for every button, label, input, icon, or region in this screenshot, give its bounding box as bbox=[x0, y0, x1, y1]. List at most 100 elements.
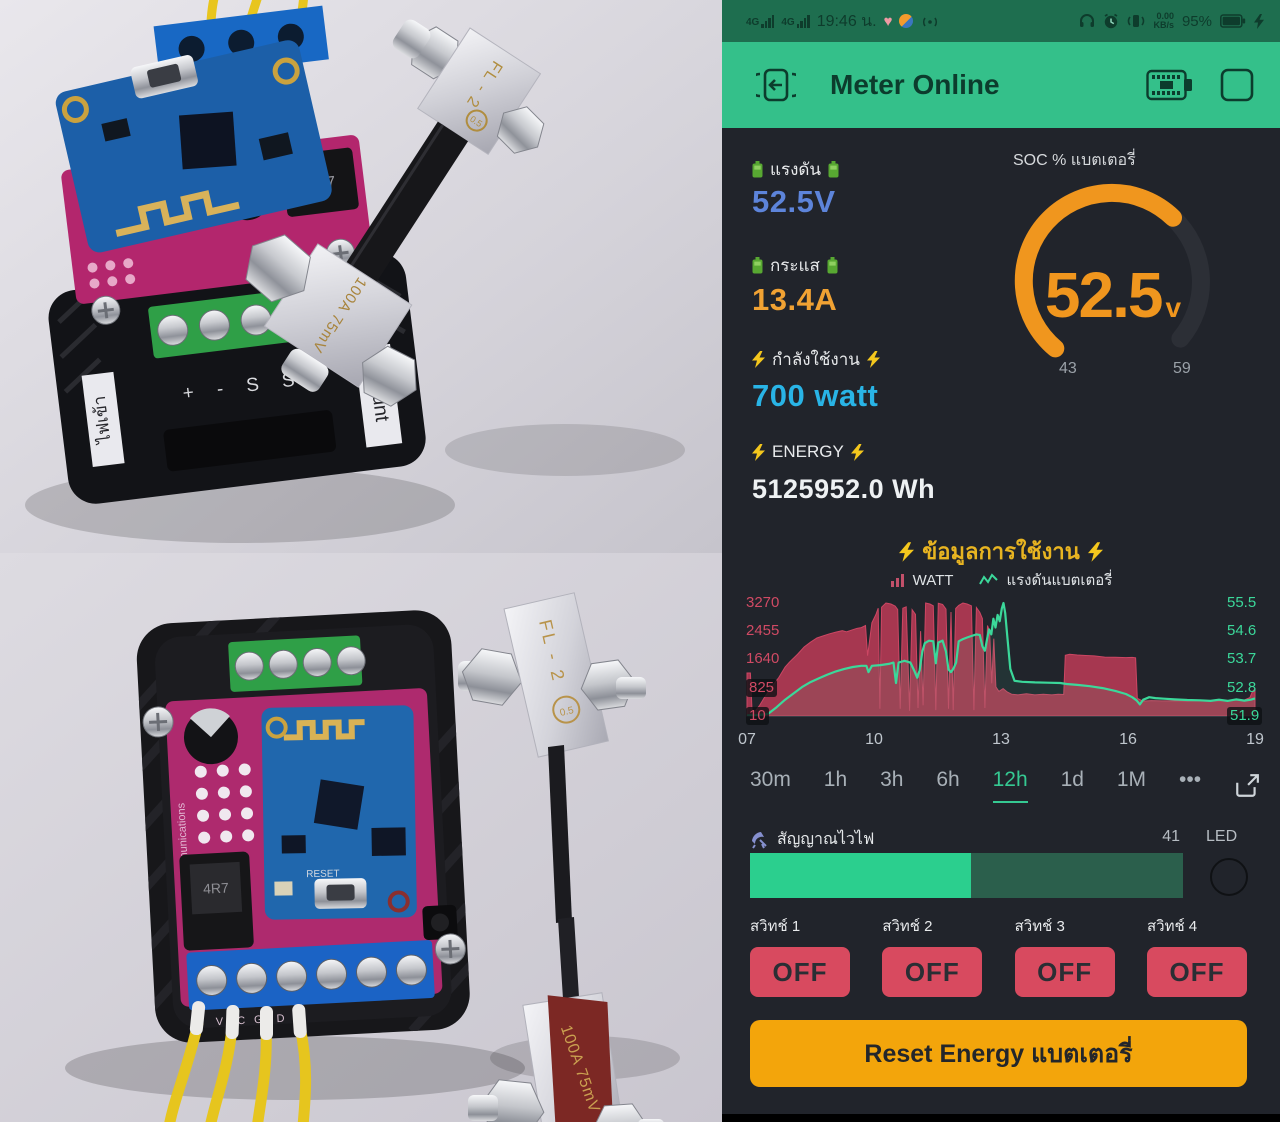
bolt-shaft bbox=[468, 1095, 498, 1121]
led-indicator[interactable] bbox=[1210, 858, 1248, 896]
resistance-strip bbox=[346, 121, 469, 283]
legend-watt-label: WATT bbox=[912, 571, 954, 589]
wifi-signal-fill bbox=[750, 853, 971, 898]
hotspot-icon bbox=[923, 17, 938, 27]
bottom-nav-strip bbox=[722, 1114, 1280, 1122]
time-range-30m[interactable]: 30m bbox=[750, 768, 791, 791]
capacitor-vent bbox=[189, 708, 230, 738]
battery-icon bbox=[752, 257, 763, 274]
soc-gauge-title: SOC % แบตเตอรี่ bbox=[1013, 152, 1136, 169]
watt-area-series bbox=[746, 602, 1256, 717]
board-status-icon[interactable] bbox=[1146, 68, 1194, 102]
switch-1-label: สวิทช์ 1 bbox=[750, 918, 801, 935]
wifi-signal-value: 41 bbox=[1162, 828, 1180, 845]
left-tick: 1640 bbox=[746, 650, 780, 667]
switch-grid: สวิทช์ 1 OFF สวิทช์ 2 OFF สวิทช์ 3 OFF ส… bbox=[750, 914, 1247, 997]
energy-label-row: ENERGY bbox=[752, 442, 864, 462]
x-tick: 16 bbox=[1119, 731, 1137, 748]
wifi-label-row: สัญญาณไวไฟ bbox=[750, 827, 874, 852]
right-tick: 51.9 bbox=[1227, 707, 1263, 725]
legend-voltage-label: แรงดันแบตเตอรี่ bbox=[1006, 572, 1113, 589]
switch-2: สวิทช์ 2 OFF bbox=[882, 914, 983, 997]
gauge-value: 52.5 bbox=[1044, 259, 1164, 331]
terminal-hole bbox=[178, 35, 205, 62]
heart-rate-icon: ♥ bbox=[883, 12, 893, 30]
satellite-dish-icon bbox=[752, 832, 767, 849]
more-ranges-button[interactable]: ••• bbox=[1178, 768, 1202, 791]
expand-chart-icon[interactable] bbox=[1234, 773, 1260, 799]
time-range-6h[interactable]: 6h bbox=[936, 768, 960, 791]
battery-icon bbox=[1220, 14, 1246, 28]
rating-circle bbox=[552, 695, 581, 724]
bar-series-icon bbox=[890, 574, 904, 587]
tact-cap bbox=[430, 913, 449, 932]
battery-percent: 95% bbox=[1181, 12, 1212, 30]
photo-top-illustration: ไฟเข้า + - S S Shunt 4R7 bbox=[0, 0, 722, 553]
usb-port bbox=[326, 884, 355, 901]
gauge-max: 59 bbox=[1173, 360, 1191, 377]
label-sticker-left bbox=[81, 371, 125, 468]
stop-square-icon[interactable] bbox=[1220, 68, 1254, 102]
gauge-value-arc bbox=[1014, 183, 1182, 358]
philips-screw bbox=[142, 706, 174, 738]
case-slot bbox=[163, 410, 337, 472]
hex-nut bbox=[496, 106, 545, 154]
bolt-end bbox=[281, 348, 329, 392]
current-value: 13.4A bbox=[752, 282, 838, 317]
usage-chart[interactable]: 3270 2455 1640 825 10 55.5 54.6 53.7 52.… bbox=[722, 593, 1280, 753]
status-bar: 4G 4G 19:46 น. ♥ bbox=[722, 0, 1280, 42]
app-header: Meter Online bbox=[722, 42, 1280, 128]
time-range-12h-selected[interactable]: 12h bbox=[992, 768, 1028, 803]
right-tick: 53.7 bbox=[1227, 650, 1257, 667]
net-speed-value: 0.00 bbox=[1156, 11, 1174, 21]
charging-icon bbox=[1254, 13, 1264, 29]
gauge-track bbox=[1164, 208, 1210, 348]
switch-2-button[interactable]: OFF bbox=[882, 947, 983, 997]
right-tick: 52.8 bbox=[1227, 679, 1257, 696]
inductor-coil bbox=[189, 861, 243, 915]
battery-icon bbox=[827, 257, 838, 274]
switch-4-button[interactable]: OFF bbox=[1146, 947, 1247, 997]
voltage-line-series bbox=[746, 601, 1256, 717]
voltage-value: 52.5V bbox=[752, 184, 836, 219]
mount-hole bbox=[61, 95, 89, 123]
shunt-vertical: FL - 2 0.5 100A 75mV bbox=[458, 592, 664, 1122]
status-left: 4G 4G 19:46 น. ♥ bbox=[722, 9, 1079, 34]
headphones-icon bbox=[1080, 14, 1095, 27]
switch-1-button[interactable]: OFF bbox=[750, 947, 850, 997]
rating-circle bbox=[465, 109, 488, 132]
switch-4: สวิทช์ 4 OFF bbox=[1146, 914, 1247, 997]
exit-back-icon[interactable] bbox=[756, 66, 796, 104]
x-tick: 10 bbox=[865, 731, 883, 748]
lightning-icon bbox=[899, 541, 915, 562]
photo-device-topview: RS-485 communications 4R7 bbox=[0, 553, 722, 1122]
soc-gauge: 52.5 v 43 59 bbox=[1003, 170, 1223, 390]
sim2-signal-icon: 4G bbox=[781, 14, 810, 28]
meter-online-app: 4G 4G 19:46 น. ♥ bbox=[722, 0, 1280, 1122]
switch-3-button[interactable]: OFF bbox=[1014, 947, 1115, 997]
time-range-1d[interactable]: 1d bbox=[1060, 768, 1084, 791]
strip-highlight bbox=[350, 124, 445, 267]
bolt-end bbox=[616, 677, 646, 699]
sim1-network-type: 4G bbox=[746, 16, 760, 28]
energy-value: 5125952.0 Wh bbox=[752, 474, 936, 504]
legend-voltage[interactable]: แรงดันแบตเตอรี่ bbox=[979, 568, 1112, 592]
reset-energy-button[interactable]: Reset Energy แบตเตอรี่ bbox=[750, 1020, 1247, 1087]
net-speed-unit: KB/s bbox=[1153, 20, 1174, 30]
legend-watt[interactable]: WATT bbox=[890, 571, 954, 589]
shunt-block-bottom: 100A 75mV bbox=[522, 992, 625, 1122]
pcb-pads bbox=[194, 763, 255, 844]
ic bbox=[371, 827, 406, 856]
switch-4-label: สวิทช์ 4 bbox=[1146, 918, 1198, 935]
esp-chip bbox=[313, 779, 365, 830]
switch-2-label: สวิทช์ 2 bbox=[882, 918, 933, 935]
voltage-label-row: แรงดัน bbox=[752, 156, 839, 183]
wemos-board: RESET bbox=[261, 705, 417, 920]
wifi-signal-bar[interactable] bbox=[750, 853, 1183, 898]
time-range-1M[interactable]: 1M bbox=[1116, 768, 1147, 791]
time-range-1h[interactable]: 1h bbox=[823, 768, 848, 791]
time-range-3h[interactable]: 3h bbox=[880, 768, 904, 791]
mount-hole bbox=[272, 57, 300, 85]
power-label-row: กำลังใช้งาน bbox=[752, 346, 880, 373]
